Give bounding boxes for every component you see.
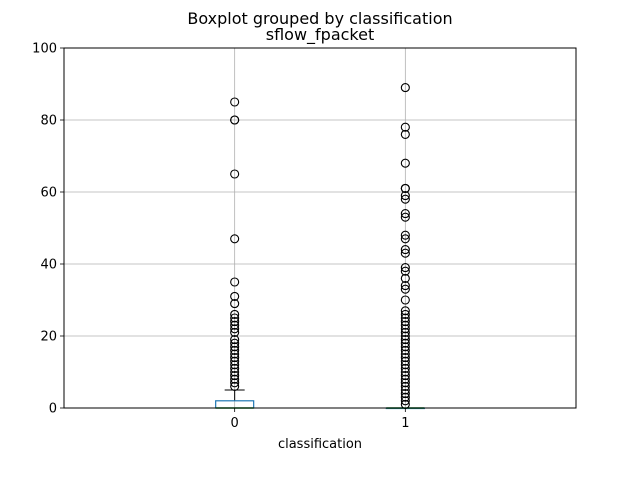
outlier-point: [400, 371, 410, 381]
outlier-point: [400, 331, 410, 341]
outlier-point: [400, 396, 410, 406]
outlier-point: [400, 320, 410, 330]
outlier-point: [400, 392, 410, 402]
outlier-point: [400, 317, 410, 327]
outlier-point: [400, 389, 410, 399]
outlier-point: [400, 338, 410, 348]
outlier-point: [230, 277, 240, 287]
outlier-point: [230, 360, 240, 370]
outlier-point: [400, 335, 410, 345]
outlier-point: [230, 378, 240, 388]
outlier-point: [400, 122, 410, 132]
outlier-point: [400, 273, 410, 283]
y-tick-label: 40: [40, 258, 57, 273]
outlier-point: [230, 356, 240, 366]
outlier-point: [400, 306, 410, 316]
outlier-point: [230, 342, 240, 352]
outlier-point: [400, 345, 410, 355]
outlier-point: [400, 245, 410, 255]
outlier-point: [400, 385, 410, 395]
outlier-point: [230, 381, 240, 391]
y-tick-label: 0: [49, 402, 57, 417]
outlier-point: [400, 263, 410, 273]
outlier-point: [230, 374, 240, 384]
outlier-point: [230, 234, 240, 244]
outlier-point: [230, 335, 240, 345]
outlier-point: [230, 349, 240, 359]
outlier-point: [400, 342, 410, 352]
outlier-point: [230, 367, 240, 377]
outlier-point: [400, 353, 410, 363]
outlier-point: [400, 266, 410, 276]
outlier-point: [400, 356, 410, 366]
outlier-point: [400, 313, 410, 323]
outlier-point: [230, 115, 240, 125]
outlier-point: [400, 158, 410, 168]
outlier-point: [230, 97, 240, 107]
outlier-point: [230, 324, 240, 334]
outlier-point: [230, 313, 240, 323]
outlier-point: [230, 299, 240, 309]
y-tick-label: 20: [40, 330, 57, 345]
outlier-point: [230, 353, 240, 363]
outliers: [230, 83, 410, 409]
outlier-point: [400, 212, 410, 222]
outlier-point: [400, 191, 410, 201]
outlier-point: [400, 183, 410, 193]
axis-ticks: 0 20 40 60 80 100 0 1: [32, 42, 409, 432]
outlier-point: [400, 295, 410, 305]
outlier-point: [400, 209, 410, 219]
outlier-point: [400, 360, 410, 370]
outlier-point: [400, 83, 410, 93]
x-tick-label: 1: [401, 416, 409, 431]
outlier-point: [230, 309, 240, 319]
boxes: [215, 389, 425, 410]
y-tick-label: 80: [40, 114, 57, 129]
outlier-point: [400, 248, 410, 258]
y-tick-label: 100: [32, 42, 57, 57]
x-tick-label: 0: [231, 416, 239, 431]
plot-area-frame: [63, 47, 577, 409]
outlier-point: [230, 345, 240, 355]
outlier-point: [400, 349, 410, 359]
outlier-point: [400, 194, 410, 204]
outlier-point: [400, 327, 410, 337]
outlier-point: [400, 281, 410, 291]
outlier-point: [400, 363, 410, 373]
outlier-point: [400, 378, 410, 388]
outlier-point: [230, 338, 240, 348]
outlier-point: [230, 371, 240, 381]
outlier-point: [400, 367, 410, 377]
outlier-point: [230, 320, 240, 330]
x-axis-label: classification: [278, 437, 362, 452]
outlier-point: [400, 381, 410, 391]
grid-lines: [64, 47, 576, 409]
outlier-point: [400, 230, 410, 240]
outlier-point: [230, 169, 240, 179]
outlier-point: [400, 309, 410, 319]
outlier-point: [400, 324, 410, 334]
outlier-point: [400, 284, 410, 294]
outlier-point: [230, 291, 240, 301]
outlier-point: [400, 374, 410, 384]
outlier-point: [230, 363, 240, 373]
chart-suptitle: Boxplot grouped by classification: [187, 9, 452, 28]
outlier-point: [400, 234, 410, 244]
y-tick-label: 60: [40, 186, 57, 201]
chart-title: sflow_fpacket: [266, 25, 375, 45]
outlier-point: [400, 129, 410, 139]
outlier-point: [230, 327, 240, 337]
outlier-point: [230, 317, 240, 327]
